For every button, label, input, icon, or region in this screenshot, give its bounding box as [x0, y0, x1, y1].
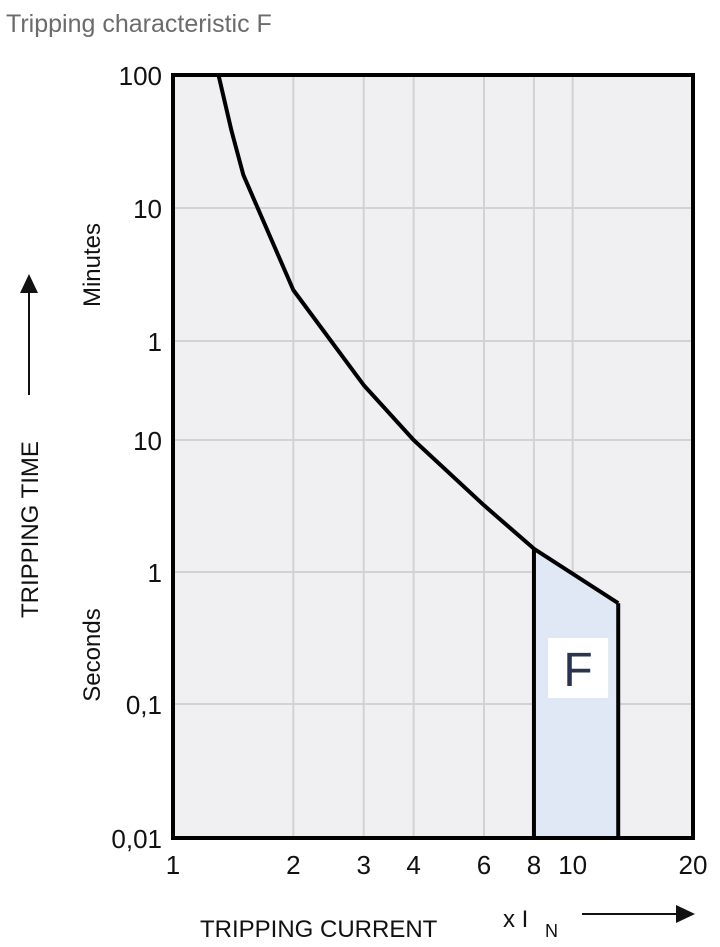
y-tick-label: 0,01 [111, 824, 162, 854]
x-tick-label: 10 [558, 850, 587, 880]
y-tick-label: 100 [119, 61, 162, 91]
y-tick-label: 10 [133, 426, 162, 456]
x-tick-label: 4 [406, 850, 420, 880]
x-tick-label: 20 [679, 850, 708, 880]
x-tick-label: 6 [477, 850, 491, 880]
x-axis-label: TRIPPING CURRENT [200, 916, 438, 943]
y-tick-label: 0,1 [126, 690, 162, 720]
x-tick-label: 8 [527, 850, 541, 880]
y-tick-label: 10 [133, 194, 162, 224]
region-label-box [548, 638, 609, 698]
tripping-curve [216, 74, 620, 605]
x-axis-unit: x I [503, 906, 528, 933]
plot-frame [171, 73, 695, 840]
y-tick-label: 1 [148, 327, 162, 357]
chart-title: Tripping characteristic F [6, 10, 272, 38]
x-tick-label: 3 [356, 850, 370, 880]
y-seconds-label: Seconds [79, 608, 106, 701]
y-axis-arrow-head [20, 274, 38, 293]
y-minutes-label: Minutes [79, 223, 106, 307]
y-tick-label: 1 [148, 558, 162, 588]
x-axis-unit-subscript: N [545, 921, 558, 941]
x-tick-label: 2 [286, 850, 300, 880]
region-label: F [563, 644, 592, 697]
y-axis-label: TRIPPING TIME [17, 441, 44, 618]
x-axis-arrow-head [676, 905, 695, 923]
x-tick-label: 1 [166, 850, 180, 880]
